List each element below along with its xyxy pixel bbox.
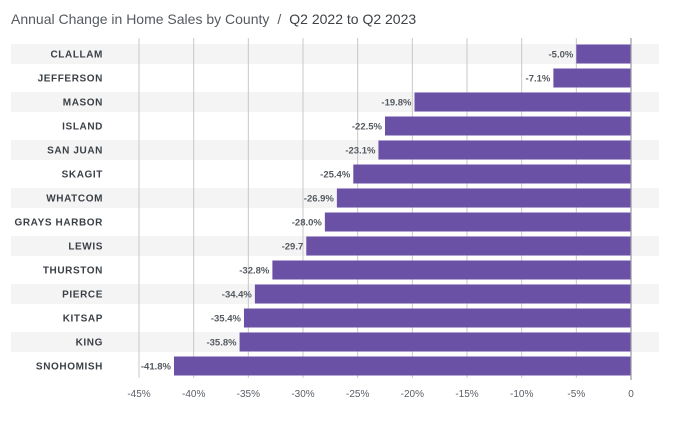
chart-subtitle: Q2 2022 to Q2 2023 bbox=[289, 11, 417, 27]
value-label: -25.4% bbox=[320, 170, 351, 181]
category-label: ISLAND bbox=[62, 122, 103, 133]
x-tick-label: 0 bbox=[628, 389, 634, 400]
category-label: WHATCOM bbox=[46, 194, 103, 205]
x-tick-label: -5% bbox=[567, 389, 585, 400]
category-label: LEWIS bbox=[68, 242, 103, 253]
bar bbox=[336, 188, 631, 208]
x-tick-label: -30% bbox=[291, 389, 314, 400]
value-label: -28.0% bbox=[292, 218, 323, 229]
bar bbox=[378, 140, 631, 160]
category-label: JEFFERSON bbox=[38, 74, 103, 85]
x-tick-label: -35% bbox=[237, 389, 260, 400]
value-label: -7.1% bbox=[526, 74, 551, 85]
category-label: THURSTON bbox=[43, 266, 103, 277]
bar bbox=[553, 68, 631, 88]
x-tick-label: -10% bbox=[510, 389, 533, 400]
bar bbox=[239, 332, 631, 352]
row-band bbox=[11, 44, 659, 64]
value-label: -26.9% bbox=[304, 194, 335, 205]
category-label: KITSAP bbox=[63, 314, 103, 325]
value-label: -32.8% bbox=[239, 266, 270, 277]
category-label: MASON bbox=[63, 98, 103, 109]
value-label: -5.0% bbox=[549, 50, 574, 61]
chart-title-text: Annual Change in Home Sales by County bbox=[11, 11, 270, 27]
category-label: SAN JUAN bbox=[47, 146, 103, 157]
category-label: CLALLAM bbox=[50, 50, 103, 61]
value-label: -35.8% bbox=[206, 338, 237, 349]
value-label: -19.8% bbox=[381, 98, 412, 109]
category-label: SNOHOMISH bbox=[36, 362, 103, 373]
x-tick-label: -25% bbox=[346, 389, 369, 400]
bar bbox=[272, 260, 631, 280]
value-label: -22.5% bbox=[352, 122, 383, 133]
value-label: -29.7 bbox=[282, 242, 304, 253]
bar bbox=[254, 284, 632, 304]
bar bbox=[414, 92, 631, 112]
x-tick-label: -15% bbox=[455, 389, 478, 400]
x-tick-label: -45% bbox=[127, 389, 150, 400]
x-tick-label: -40% bbox=[182, 389, 205, 400]
bar bbox=[576, 44, 631, 64]
bar bbox=[324, 212, 631, 232]
value-label: -35.4% bbox=[211, 314, 242, 325]
x-tick-label: -20% bbox=[401, 389, 424, 400]
value-label: -34.4% bbox=[222, 290, 253, 301]
category-label: KING bbox=[76, 338, 103, 349]
value-label: -23.1% bbox=[345, 146, 376, 157]
bar bbox=[243, 308, 631, 328]
chart-title: Annual Change in Home Sales by County / Q2… bbox=[11, 11, 416, 27]
category-label: PIERCE bbox=[62, 290, 103, 301]
value-label: -41.8% bbox=[141, 362, 172, 373]
bar bbox=[385, 116, 631, 136]
category-label: SKAGIT bbox=[62, 170, 103, 181]
bar bbox=[306, 236, 631, 256]
bar bbox=[173, 356, 631, 376]
bar bbox=[353, 164, 631, 184]
category-label: GRAYS HARBOR bbox=[14, 218, 103, 229]
title-separator: / bbox=[277, 11, 282, 27]
